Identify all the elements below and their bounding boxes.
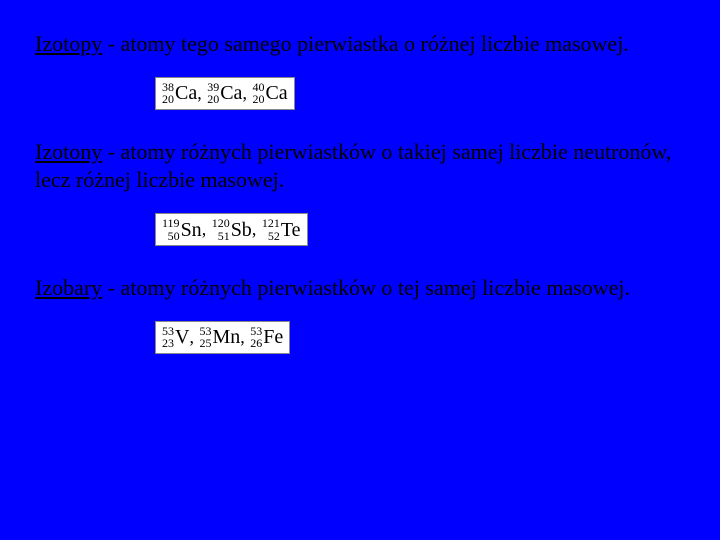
- element-symbol: Sb: [231, 220, 252, 240]
- atomic-number: 52: [268, 230, 280, 243]
- isotope: 121 52 Te: [262, 217, 301, 242]
- element-symbol: Te: [281, 220, 301, 240]
- element-symbol: V: [175, 327, 189, 347]
- isotope-numbers: 119 50: [162, 217, 180, 242]
- atomic-number: 25: [199, 337, 211, 350]
- formula-izobary: 53 23 V , 53 25 Mn , 53 26 Fe: [155, 321, 290, 354]
- separator: ,: [202, 219, 207, 240]
- definition-izotopy: Izotopy - atomy tego samego pierwiastka …: [35, 30, 690, 59]
- formula-izotopy: 38 20 Ca , 39 20 Ca , 40 20 Ca: [155, 77, 295, 110]
- atomic-number: 20: [207, 93, 219, 106]
- definition-izobary: Izobary - atomy różnych pierwiastków o t…: [35, 274, 690, 303]
- separator: ,: [197, 83, 202, 104]
- separator: ,: [242, 83, 247, 104]
- separator: ,: [240, 327, 245, 348]
- isotope: 120 51 Sb: [212, 217, 252, 242]
- isotope-numbers: 40 20: [252, 81, 264, 106]
- definition-text-izobary: - atomy różnych pierwiastków o tej samej…: [102, 275, 630, 300]
- atomic-number: 20: [252, 93, 264, 106]
- term-izotopy: Izotopy: [35, 31, 102, 56]
- definition-text-izotopy: - atomy tego samego pierwiastka o różnej…: [102, 31, 629, 56]
- mass-number: 119: [162, 217, 180, 230]
- isotope-numbers: 39 20: [207, 81, 219, 106]
- atomic-number: 20: [162, 93, 174, 106]
- isotope: 119 50 Sn: [162, 217, 202, 242]
- term-izotony: Izotony: [35, 139, 102, 164]
- isotope-numbers: 53 23: [162, 325, 174, 350]
- isotope-numbers: 120 51: [212, 217, 230, 242]
- definition-text-izotony: - atomy różnych pierwiastków o takiej sa…: [35, 139, 671, 193]
- element-symbol: Mn: [212, 327, 240, 347]
- element-symbol: Ca: [175, 83, 197, 103]
- atomic-number: 23: [162, 337, 174, 350]
- isotope: 39 20 Ca: [207, 81, 242, 106]
- isotope: 40 20 Ca: [252, 81, 287, 106]
- isotope: 53 25 Mn: [199, 325, 240, 350]
- element-symbol: Ca: [220, 83, 242, 103]
- isotope: 38 20 Ca: [162, 81, 197, 106]
- definition-izotony: Izotony - atomy różnych pierwiastków o t…: [35, 138, 690, 195]
- isotope-numbers: 53 26: [250, 325, 262, 350]
- mass-number: 121: [262, 217, 280, 230]
- mass-number: 120: [212, 217, 230, 230]
- atomic-number: 26: [250, 337, 262, 350]
- isotope: 53 26 Fe: [250, 325, 283, 350]
- term-izobary: Izobary: [35, 275, 102, 300]
- isotope: 53 23 V: [162, 325, 189, 350]
- atomic-number: 51: [218, 230, 230, 243]
- isotope-numbers: 53 25: [199, 325, 211, 350]
- formula-izotony: 119 50 Sn , 120 51 Sb , 121 52 Te: [155, 213, 308, 246]
- element-symbol: Ca: [265, 83, 287, 103]
- separator: ,: [252, 219, 257, 240]
- element-symbol: Sn: [181, 220, 202, 240]
- separator: ,: [189, 327, 194, 348]
- element-symbol: Fe: [263, 327, 283, 347]
- isotope-numbers: 38 20: [162, 81, 174, 106]
- atomic-number: 50: [168, 230, 180, 243]
- isotope-numbers: 121 52: [262, 217, 280, 242]
